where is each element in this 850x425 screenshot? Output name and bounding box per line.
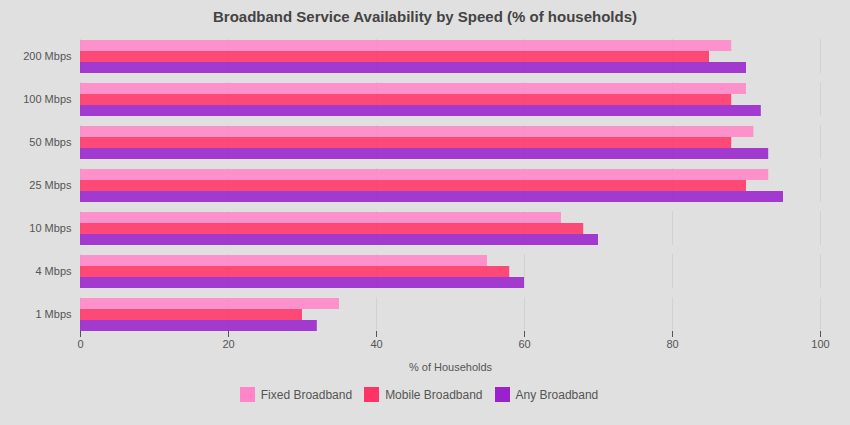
svg-text:40: 40	[370, 338, 382, 350]
html-text:Fixed Broadband: Fixed Broadband	[260, 387, 353, 402]
svg-text:200 Mbps: 200 Mbps	[23, 50, 72, 62]
html-text:Mobile Broadband: Mobile Broadband	[385, 387, 483, 402]
svg-text:25 Mbps: 25 Mbps	[29, 179, 72, 191]
svg-text:60: 60	[518, 338, 530, 350]
svg-text:50 Mbps: 50 Mbps	[29, 136, 72, 148]
html-text:Broadband Service Availability: Broadband Service Availability by Speed …	[213, 8, 637, 25]
svg-text:0: 0	[77, 338, 83, 350]
svg-text:100: 100	[811, 338, 829, 350]
svg-text:% of Households: % of Households	[409, 361, 493, 373]
svg-text:1 Mbps: 1 Mbps	[35, 308, 72, 320]
html-text:Any Broadband: Any Broadband	[515, 387, 599, 402]
svg-text:80: 80	[666, 338, 678, 350]
svg-text:10 Mbps: 10 Mbps	[29, 222, 72, 234]
svg-text:100 Mbps: 100 Mbps	[23, 93, 72, 105]
svg-text:4 Mbps: 4 Mbps	[35, 265, 72, 277]
svg-text:20: 20	[222, 338, 234, 350]
